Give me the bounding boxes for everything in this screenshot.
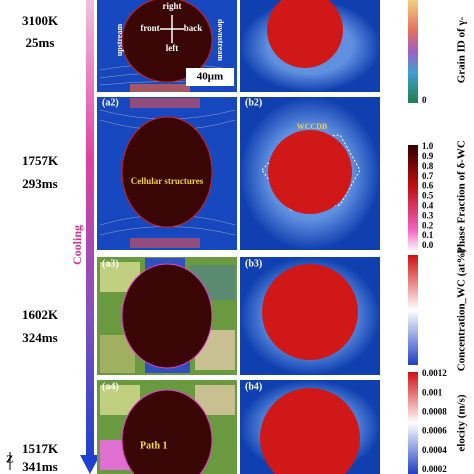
- melt-zone: [130, 98, 200, 108]
- direction-cross: [160, 15, 184, 43]
- panel-label: (b3): [245, 258, 262, 269]
- colorbar-tick-label: 0.5: [422, 191, 434, 201]
- colorbar-title: elocity (m/s): [456, 394, 468, 451]
- annotation: back: [184, 23, 203, 33]
- particle: [121, 389, 213, 474]
- particle: [262, 264, 358, 360]
- colorbar: [408, 0, 418, 103]
- colorbar-tick-label: 0.001: [422, 387, 443, 397]
- colorbar-tick-label: 1.0: [422, 141, 434, 151]
- temperature-label: 1517K: [22, 441, 59, 456]
- melt-zone: [130, 238, 200, 248]
- colorbar-tick-label: 0.4: [422, 200, 434, 210]
- arrow-head: [80, 455, 100, 474]
- annotation: WCCDB: [297, 122, 328, 131]
- colorbar-tick-label: 0: [422, 95, 427, 105]
- cooling-arrow: [86, 0, 94, 455]
- panel-label: (a2): [102, 97, 119, 108]
- colorbar-tick-label: 0.0004: [422, 445, 447, 455]
- time-label: 25ms: [26, 35, 55, 50]
- annotation: Path 1: [140, 440, 168, 451]
- annotation: upstream: [115, 24, 124, 57]
- colorbar-title: Grain ID of γ-: [456, 16, 468, 83]
- annotation: front: [140, 23, 159, 33]
- particle: [268, 130, 352, 214]
- colorbar-title: Phase Fraction of δ-WC: [456, 140, 468, 254]
- particle: [260, 388, 360, 474]
- panel-label: (a4): [102, 381, 119, 392]
- particle: [121, 263, 213, 369]
- panel-label: (a3): [102, 258, 119, 269]
- cooling-label: Cooling: [70, 225, 84, 265]
- annotation: Cellular structures: [131, 176, 204, 186]
- colorbar-tick-label: 0.8: [422, 161, 434, 171]
- scale-box: [186, 68, 234, 86]
- annotation: downstream: [216, 19, 225, 61]
- melt-zone: [130, 84, 190, 92]
- colorbar-tick-label: 0.0012: [422, 368, 447, 378]
- panel-label: (b2): [245, 97, 262, 108]
- time-label: 324ms: [22, 330, 57, 345]
- time-label: 341ms: [22, 459, 57, 474]
- colorbar: [408, 372, 418, 474]
- temperature-label: 1602K: [22, 307, 59, 322]
- colorbar-title: Concentration_WC (at%): [456, 248, 468, 371]
- colorbar: [408, 255, 418, 365]
- temperature-label: 3100K: [22, 13, 59, 28]
- grains: [100, 385, 235, 470]
- temperature-label: 1757K: [22, 153, 59, 168]
- particle: [121, 116, 213, 228]
- colorbar-tick-label: 0.6: [422, 181, 434, 191]
- colorbar-tick-label: 0.9: [422, 151, 434, 161]
- colorbar: [408, 145, 418, 250]
- colorbar-tick-label: 0.0: [422, 240, 434, 250]
- scale-bar: 40μm: [197, 71, 223, 83]
- colorbar-tick-label: 0.1: [422, 230, 434, 240]
- colorbar-tick-label: 0.0006: [422, 426, 447, 436]
- annotation: left: [166, 43, 179, 53]
- colorbar-tick-label: 0.0002: [422, 464, 447, 474]
- particle: [121, 0, 213, 83]
- colorbar-tick-label: 0.7: [422, 171, 434, 181]
- colorbar-tick-label: 0.3: [422, 210, 434, 220]
- colorbar-tick-label: 0.0008: [422, 406, 447, 416]
- annotation: right: [163, 1, 182, 11]
- panel-label: (b4): [245, 381, 262, 392]
- colorbar-tick-label: 0.2: [422, 220, 434, 230]
- time-label: 293ms: [22, 176, 57, 191]
- particle: [267, 0, 343, 68]
